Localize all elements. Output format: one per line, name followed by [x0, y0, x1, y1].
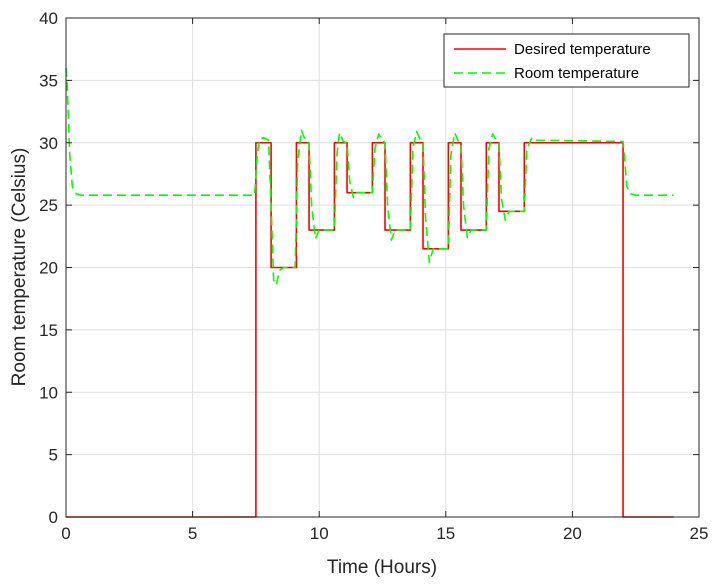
x-axis-title: Time (Hours) [327, 557, 437, 578]
y-tick-label: 40 [39, 9, 58, 28]
series-layer [65, 67, 674, 518]
ticks: 0 5 10 15 20 25 0 5 10 15 20 25 30 35 40 [39, 9, 708, 543]
y-tick-label: 5 [49, 446, 58, 465]
x-tick-label: 10 [310, 524, 329, 543]
x-tick-label: 0 [61, 524, 70, 543]
series-line-2 [65, 67, 674, 286]
y-tick-label: 30 [39, 134, 58, 153]
y-axis-title: Room temperature (Celsius) [9, 148, 30, 387]
x-tick-label: 5 [188, 524, 197, 543]
y-tick-label: 0 [49, 508, 58, 527]
y-tick-label: 25 [39, 196, 58, 215]
x-tick-label: 20 [563, 524, 582, 543]
y-tick-label: 15 [39, 321, 58, 340]
y-tick-label: 35 [39, 71, 58, 90]
x-tick-label: 25 [690, 524, 709, 543]
y-tick-label: 20 [39, 259, 58, 278]
legend-label-2: Room temperature [514, 65, 639, 82]
x-tick-label: 15 [436, 524, 455, 543]
legend-label-1: Desired temperature [514, 41, 651, 58]
legend-box [443, 33, 690, 88]
y-tick-label: 10 [39, 383, 58, 402]
legend: Desired temperature Room temperature [443, 33, 690, 88]
